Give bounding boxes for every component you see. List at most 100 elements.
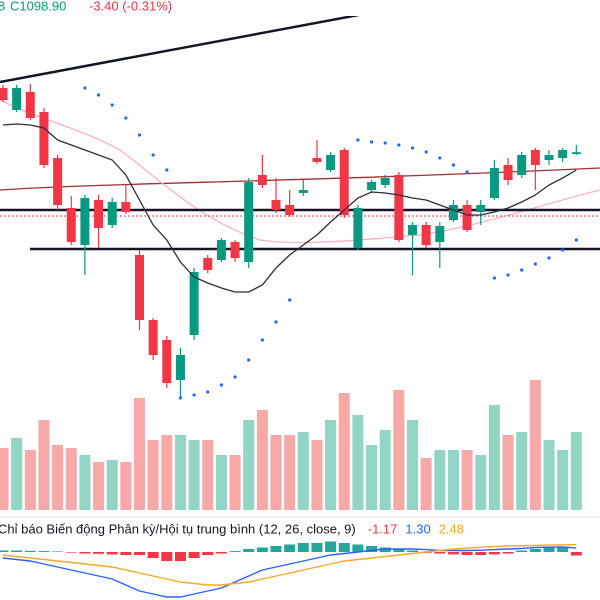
volume-bar bbox=[52, 445, 64, 510]
candle-body bbox=[462, 205, 472, 230]
sar-dot bbox=[410, 146, 415, 150]
candle-body bbox=[544, 155, 554, 160]
sar-dot bbox=[438, 156, 442, 160]
candle-body bbox=[339, 150, 349, 215]
macd-histogram bbox=[543, 547, 555, 552]
macd-histogram bbox=[243, 549, 255, 552]
volume-bar bbox=[488, 405, 500, 510]
macd-histogram bbox=[38, 551, 50, 552]
candle-body bbox=[517, 155, 527, 175]
candle-body bbox=[326, 155, 336, 170]
macd-histogram bbox=[379, 547, 391, 552]
sar-dot bbox=[547, 256, 551, 260]
header-close: C1098.90 bbox=[10, 0, 66, 13]
volume-bar bbox=[407, 420, 418, 510]
volume-bar bbox=[447, 450, 459, 510]
candle-body bbox=[0, 88, 8, 100]
volume-bar bbox=[529, 380, 541, 510]
macd-readout: 1.30 bbox=[405, 521, 430, 536]
volume-bar bbox=[502, 435, 514, 510]
candle-body bbox=[203, 258, 213, 270]
sar-dot bbox=[397, 143, 401, 147]
sar-dot bbox=[520, 268, 524, 272]
sar-dot bbox=[178, 396, 183, 400]
candle-body bbox=[394, 175, 404, 240]
candle-body bbox=[421, 225, 431, 245]
volume-bar bbox=[24, 450, 36, 510]
candle-body bbox=[148, 320, 158, 355]
marks bbox=[0, 84, 582, 598]
macd-histogram bbox=[434, 552, 446, 554]
header-bg bbox=[0, 0, 600, 16]
macd-histogram bbox=[93, 552, 105, 554]
candle-body bbox=[571, 152, 581, 154]
macd-histogram bbox=[393, 549, 405, 552]
volume-bar bbox=[311, 440, 323, 510]
macd-histogram bbox=[229, 551, 241, 552]
macd-histogram bbox=[147, 552, 159, 558]
volume-bar bbox=[379, 430, 391, 510]
candle-body bbox=[353, 208, 363, 248]
macd-histogram bbox=[461, 552, 473, 555]
sar-dot bbox=[424, 150, 428, 154]
volume-bar bbox=[516, 432, 528, 510]
volume-bar bbox=[79, 455, 91, 510]
macd-histogram bbox=[256, 547, 268, 552]
macd-readout: 2.48 bbox=[439, 521, 464, 536]
macd-histogram bbox=[529, 549, 541, 552]
macd-histogram bbox=[106, 552, 118, 555]
volume-bar bbox=[557, 450, 569, 510]
candle-body bbox=[94, 200, 104, 228]
macd-histogram bbox=[516, 550, 528, 552]
macd-histogram bbox=[188, 552, 200, 558]
volume-bar bbox=[174, 435, 186, 510]
sar-dot bbox=[137, 133, 142, 137]
candle-body bbox=[380, 178, 390, 185]
macd-histogram bbox=[79, 552, 91, 554]
volume-bar bbox=[393, 390, 405, 510]
candle-body bbox=[39, 112, 49, 165]
candle-body bbox=[53, 158, 63, 205]
sar-dot bbox=[83, 86, 87, 90]
sar-dot bbox=[506, 273, 510, 277]
macd-histogram bbox=[0, 550, 9, 552]
sar-dot bbox=[492, 276, 496, 280]
sar-dot bbox=[233, 375, 237, 379]
macd-histogram bbox=[52, 551, 64, 552]
sar-dot bbox=[465, 170, 469, 174]
macd-histogram bbox=[475, 552, 487, 555]
candle-body bbox=[298, 190, 308, 193]
candle-body bbox=[367, 182, 377, 190]
macd-histogram bbox=[366, 546, 378, 552]
volume-bar bbox=[270, 435, 282, 510]
candle-body bbox=[25, 92, 35, 118]
macd-readout: -1.17 bbox=[368, 521, 398, 536]
macd-histogram bbox=[338, 543, 350, 552]
candle-body bbox=[312, 158, 322, 162]
macd-histogram bbox=[215, 552, 227, 554]
candle-body bbox=[285, 205, 295, 215]
volume-bar bbox=[215, 455, 227, 510]
volume-bar bbox=[366, 445, 378, 510]
macd-histogram bbox=[297, 543, 309, 552]
candle-body bbox=[530, 150, 540, 165]
volume-bar bbox=[65, 448, 77, 510]
volume-bar bbox=[461, 450, 473, 510]
header-change: -3.40 (-0.31%) bbox=[89, 0, 172, 13]
candle-body bbox=[162, 340, 172, 383]
candle-body bbox=[489, 168, 499, 198]
sar-dot bbox=[383, 141, 387, 145]
volume-bar bbox=[93, 462, 105, 510]
volume-bar bbox=[256, 410, 268, 510]
volume-bar bbox=[106, 460, 118, 510]
macd-histogram bbox=[488, 552, 500, 555]
macd-histogram bbox=[202, 552, 214, 555]
volume-bar bbox=[243, 420, 255, 510]
volume-bar bbox=[0, 448, 9, 510]
macd-histogram bbox=[325, 541, 337, 552]
macd-histogram bbox=[311, 543, 323, 552]
sar-dot bbox=[124, 116, 128, 120]
macd-line bbox=[2, 543, 577, 586]
candle-body bbox=[503, 165, 513, 180]
volume-bar bbox=[188, 440, 200, 510]
